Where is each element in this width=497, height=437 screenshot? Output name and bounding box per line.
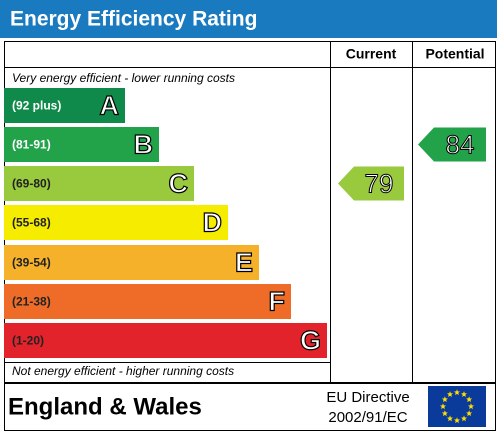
band-range: (1-20) xyxy=(12,334,44,348)
directive: EU Directive xyxy=(326,389,409,406)
eu-stars xyxy=(439,389,475,424)
eu-star xyxy=(453,417,461,424)
eu-star xyxy=(439,403,447,410)
band-range: (39-54) xyxy=(12,256,51,270)
band xyxy=(4,88,125,123)
rating-arrow xyxy=(418,127,486,162)
region: England & Wales xyxy=(8,393,202,420)
band-letter: F xyxy=(269,287,286,317)
eu-star xyxy=(446,415,454,422)
column-header: Current xyxy=(346,46,397,62)
band xyxy=(4,127,159,162)
band-range: (21-38) xyxy=(12,295,51,309)
rating-value: 79 xyxy=(365,168,394,198)
eu-star xyxy=(441,396,448,403)
band-range: (81-91) xyxy=(12,138,51,152)
top-note: Very energy efficient - lower running co… xyxy=(12,71,235,85)
rating-arrow xyxy=(338,166,404,201)
band xyxy=(4,166,194,201)
eu-star xyxy=(446,391,454,397)
band-range: (92 plus) xyxy=(12,99,61,113)
band xyxy=(4,284,291,319)
band-range: (55-68) xyxy=(12,216,51,230)
band xyxy=(4,205,228,240)
directive: 2002/91/EC xyxy=(328,409,407,426)
eu-star xyxy=(467,403,475,410)
band-letter: E xyxy=(235,248,253,278)
column-header: Potential xyxy=(425,46,484,62)
eu-star xyxy=(460,415,468,422)
band-letter: C xyxy=(169,169,189,199)
band-letter: A xyxy=(100,91,120,121)
bottom-note: Not energy efficient - higher running co… xyxy=(12,364,234,378)
band xyxy=(4,323,327,358)
band-letter: B xyxy=(134,130,154,160)
eu-star xyxy=(466,396,473,403)
title-bar xyxy=(0,0,497,38)
eu-star xyxy=(441,410,448,417)
footer-frame xyxy=(4,383,496,431)
title: Energy Efficiency Rating xyxy=(10,8,257,31)
rating-value: 84 xyxy=(446,129,475,159)
band-range: (69-80) xyxy=(12,177,51,191)
eu-star xyxy=(453,389,461,396)
band-letter: G xyxy=(300,326,321,356)
band xyxy=(4,245,259,280)
eu-star xyxy=(466,410,473,417)
band-letter: D xyxy=(203,208,223,238)
eu-star xyxy=(460,391,468,397)
